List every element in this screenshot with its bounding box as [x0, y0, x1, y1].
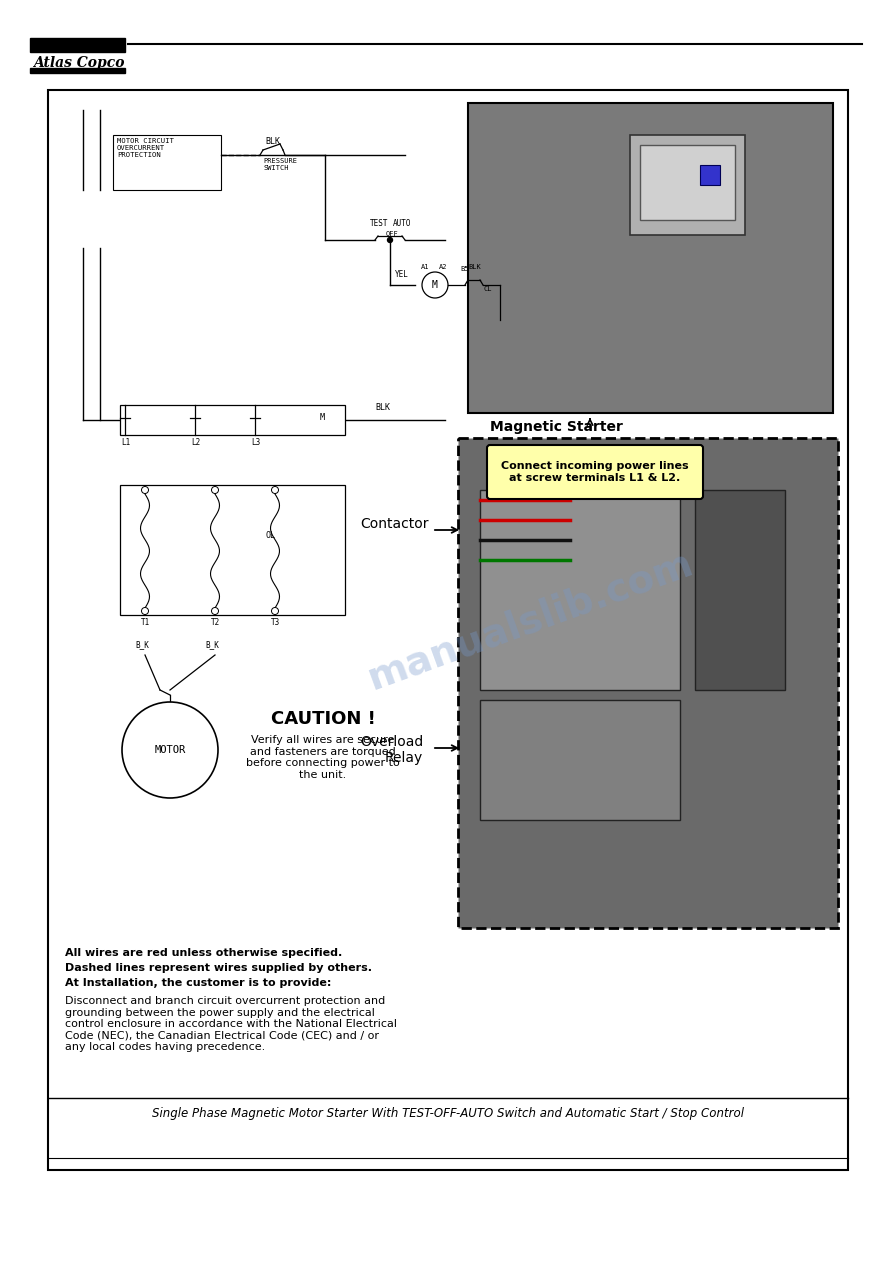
Text: B5: B5 [460, 266, 468, 272]
Circle shape [141, 608, 148, 615]
Text: MOTOR CIRCUIT
OVERCURRENT
PROTECTION: MOTOR CIRCUIT OVERCURRENT PROTECTION [117, 138, 173, 158]
Text: OFF: OFF [386, 231, 399, 237]
Text: Disconnect and branch circuit overcurrent protection and
grounding between the p: Disconnect and branch circuit overcurren… [65, 997, 397, 1052]
Text: MOTOR: MOTOR [155, 745, 186, 755]
Bar [120, 405, 345, 434]
Text: L2: L2 [191, 438, 200, 447]
Circle shape [272, 486, 279, 494]
Text: L3: L3 [251, 438, 260, 447]
Text: OL: OL [265, 530, 275, 539]
Bar [695, 490, 785, 690]
Text: BLK: BLK [375, 403, 390, 412]
Text: M: M [320, 413, 325, 423]
Text: A1: A1 [421, 264, 429, 270]
Bar [700, 165, 720, 184]
Bar [48, 90, 848, 1170]
Text: PRESSURE
SWITCH: PRESSURE SWITCH [263, 158, 297, 171]
Text: A2: A2 [439, 264, 448, 270]
Bar [480, 700, 680, 820]
Circle shape [387, 237, 392, 242]
Bar [640, 145, 735, 220]
Text: B_K: B_K [205, 640, 219, 649]
Text: BLK: BLK [468, 264, 481, 270]
Text: L1: L1 [121, 438, 131, 447]
Bar [468, 104, 833, 413]
Text: BLK: BLK [265, 136, 280, 147]
FancyBboxPatch shape [487, 445, 703, 499]
Bar [480, 490, 680, 690]
Text: Atlas Copco: Atlas Copco [33, 56, 124, 69]
Text: Single Phase Magnetic Motor Starter With TEST-OFF-AUTO Switch and Automatic Star: Single Phase Magnetic Motor Starter With… [152, 1106, 744, 1120]
Bar [630, 135, 745, 235]
Bar [120, 485, 345, 615]
Circle shape [212, 608, 218, 615]
Text: All wires are red unless otherwise specified.: All wires are red unless otherwise speci… [65, 949, 342, 959]
Text: CAUTION !: CAUTION ! [271, 710, 375, 727]
Text: AUTO: AUTO [393, 218, 411, 229]
Text: Overload
Relay: Overload Relay [360, 735, 423, 765]
Text: CL: CL [483, 285, 492, 292]
Text: TEST: TEST [370, 218, 389, 229]
Text: T3: T3 [271, 618, 280, 626]
Text: T1: T1 [141, 618, 150, 626]
Text: Magnetic Starter: Magnetic Starter [490, 421, 623, 434]
Text: At Installation, the customer is to provide:: At Installation, the customer is to prov… [65, 978, 332, 988]
Circle shape [122, 702, 218, 798]
Circle shape [141, 486, 148, 494]
Bar [458, 438, 838, 928]
Bar [30, 68, 125, 73]
Text: Dashed lines represent wires supplied by others.: Dashed lines represent wires supplied by… [65, 962, 372, 973]
Text: Connect incoming power lines
at screw terminals L1 & L2.: Connect incoming power lines at screw te… [502, 461, 688, 482]
Circle shape [422, 272, 448, 298]
Bar [113, 135, 221, 189]
Text: manualslib.com: manualslib.com [362, 543, 698, 697]
Bar [30, 38, 125, 52]
Text: Verify all wires are secure
and fasteners are torqued
before connecting power to: Verify all wires are secure and fastener… [246, 735, 400, 779]
Circle shape [212, 486, 218, 494]
Text: Contactor: Contactor [360, 517, 428, 530]
Circle shape [272, 608, 279, 615]
Text: M: M [432, 280, 438, 290]
Text: T2: T2 [211, 618, 220, 626]
Text: YEL: YEL [395, 270, 409, 279]
Text: B_K: B_K [135, 640, 149, 649]
